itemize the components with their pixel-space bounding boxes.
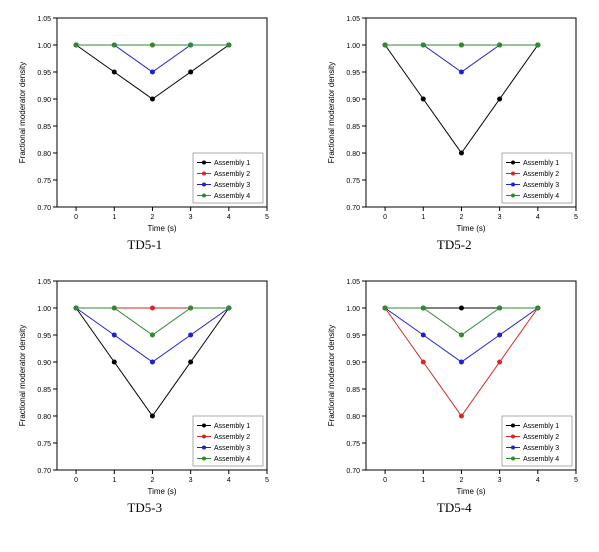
svg-text:1.05: 1.05 bbox=[347, 16, 361, 23]
svg-text:0.95: 0.95 bbox=[37, 70, 51, 77]
svg-text:0.85: 0.85 bbox=[37, 124, 51, 131]
svg-text:1.00: 1.00 bbox=[37, 43, 51, 50]
svg-text:Assembly 4: Assembly 4 bbox=[214, 193, 250, 200]
svg-text:0.90: 0.90 bbox=[37, 360, 51, 367]
svg-text:0.70: 0.70 bbox=[37, 205, 51, 212]
svg-text:0: 0 bbox=[74, 214, 78, 221]
svg-text:Fractional moderator density: Fractional moderator density bbox=[327, 325, 336, 426]
svg-text:0.90: 0.90 bbox=[37, 97, 51, 104]
caption-td5-4: TD5-4 bbox=[437, 500, 472, 516]
svg-text:Assembly 1: Assembly 1 bbox=[214, 423, 250, 430]
svg-text:3: 3 bbox=[188, 214, 192, 221]
svg-text:4: 4 bbox=[536, 214, 540, 221]
svg-text:5: 5 bbox=[265, 214, 269, 221]
panel-td5-4: 0 1 2 3 4 5 0.70 0.75 0.80 0.85 0.90 0.95 1.00 1.05 Ti… bbox=[320, 273, 590, 516]
svg-text:1.05: 1.05 bbox=[347, 279, 361, 286]
panel-td5-2: 0 1 2 3 4 5 0.70 0.75 0.80 0.85 0.90 0.95 1.00 1.05 Ti… bbox=[320, 10, 590, 253]
svg-text:0: 0 bbox=[383, 477, 387, 484]
svg-text:2: 2 bbox=[460, 214, 464, 221]
svg-text:1.05: 1.05 bbox=[37, 279, 51, 286]
svg-text:2: 2 bbox=[150, 214, 154, 221]
panel-td5-3: 0 1 2 3 4 5 0.70 0.75 0.80 0.85 0.90 0.95 1.00 1.05 Ti… bbox=[10, 273, 280, 516]
svg-text:5: 5 bbox=[574, 477, 578, 484]
svg-text:3: 3 bbox=[188, 477, 192, 484]
svg-text:0.85: 0.85 bbox=[347, 387, 361, 394]
svg-text:0.70: 0.70 bbox=[37, 468, 51, 475]
svg-text:Assembly 1: Assembly 1 bbox=[523, 160, 559, 167]
svg-text:0: 0 bbox=[383, 214, 387, 221]
svg-text:1.00: 1.00 bbox=[347, 306, 361, 313]
svg-text:Assembly 2: Assembly 2 bbox=[523, 434, 559, 441]
svg-text:5: 5 bbox=[574, 214, 578, 221]
svg-text:3: 3 bbox=[498, 214, 502, 221]
svg-text:1.00: 1.00 bbox=[37, 306, 51, 313]
svg-text:Assembly 4: Assembly 4 bbox=[214, 456, 250, 463]
svg-text:Assembly 1: Assembly 1 bbox=[214, 160, 250, 167]
svg-text:0.80: 0.80 bbox=[37, 414, 51, 421]
svg-text:0.75: 0.75 bbox=[347, 178, 361, 185]
svg-text:3: 3 bbox=[498, 477, 502, 484]
chart-td5-3: 0 1 2 3 4 5 0.70 0.75 0.80 0.85 0.90 0.95 1.00 1.05 Ti… bbox=[15, 273, 275, 498]
caption-td5-3: TD5-3 bbox=[127, 500, 162, 516]
svg-text:0.80: 0.80 bbox=[347, 414, 361, 421]
svg-text:Assembly 3: Assembly 3 bbox=[214, 182, 250, 189]
svg-text:Fractional moderator density: Fractional moderator density bbox=[327, 62, 336, 163]
svg-text:4: 4 bbox=[536, 477, 540, 484]
svg-text:Assembly 1: Assembly 1 bbox=[523, 423, 559, 430]
svg-text:0.75: 0.75 bbox=[37, 441, 51, 448]
chart-td5-1: 0 1 2 3 4 5 0.70 0.75 0.80 0.85 0.90 0.95 1.00 1.05 Ti… bbox=[15, 10, 275, 235]
svg-text:0.95: 0.95 bbox=[347, 70, 361, 77]
panel-td5-1: 0 1 2 3 4 5 0.70 0.75 0.80 0.85 0.90 0.95 1.00 1.05 Ti… bbox=[10, 10, 280, 253]
svg-text:1: 1 bbox=[112, 477, 116, 484]
svg-text:0: 0 bbox=[74, 477, 78, 484]
svg-text:5: 5 bbox=[265, 477, 269, 484]
caption-td5-1: TD5-1 bbox=[127, 237, 162, 253]
svg-text:0.90: 0.90 bbox=[347, 360, 361, 367]
svg-text:0.70: 0.70 bbox=[347, 205, 361, 212]
chart-td5-4: 0 1 2 3 4 5 0.70 0.75 0.80 0.85 0.90 0.95 1.00 1.05 Ti… bbox=[324, 273, 584, 498]
svg-text:0.75: 0.75 bbox=[347, 441, 361, 448]
svg-text:Assembly 4: Assembly 4 bbox=[523, 456, 559, 463]
svg-text:4: 4 bbox=[227, 477, 231, 484]
svg-text:Assembly 2: Assembly 2 bbox=[214, 171, 250, 178]
svg-text:Time (s): Time (s) bbox=[147, 487, 176, 496]
svg-text:Assembly 3: Assembly 3 bbox=[523, 182, 559, 189]
svg-text:Fractional moderator density: Fractional moderator density bbox=[18, 62, 27, 163]
svg-text:1: 1 bbox=[112, 214, 116, 221]
svg-text:1.05: 1.05 bbox=[37, 16, 51, 23]
chart-grid: 0 1 2 3 4 5 0.70 0.75 0.80 0.85 0.90 0.95 1.00 1.05 Ti… bbox=[10, 10, 589, 516]
svg-text:Time (s): Time (s) bbox=[457, 224, 486, 233]
svg-text:1: 1 bbox=[422, 214, 426, 221]
svg-text:Assembly 4: Assembly 4 bbox=[523, 193, 559, 200]
svg-text:1: 1 bbox=[422, 477, 426, 484]
svg-text:0.80: 0.80 bbox=[37, 151, 51, 158]
svg-text:Assembly 3: Assembly 3 bbox=[214, 445, 250, 452]
svg-text:0.85: 0.85 bbox=[37, 387, 51, 394]
svg-text:Time (s): Time (s) bbox=[147, 224, 176, 233]
svg-text:0.95: 0.95 bbox=[347, 333, 361, 340]
svg-text:0.70: 0.70 bbox=[347, 468, 361, 475]
svg-text:Assembly 2: Assembly 2 bbox=[523, 171, 559, 178]
svg-text:0.95: 0.95 bbox=[37, 333, 51, 340]
svg-text:2: 2 bbox=[460, 477, 464, 484]
svg-text:0.90: 0.90 bbox=[347, 97, 361, 104]
svg-text:Fractional moderator density: Fractional moderator density bbox=[18, 325, 27, 426]
svg-text:Assembly 3: Assembly 3 bbox=[523, 445, 559, 452]
svg-text:0.80: 0.80 bbox=[347, 151, 361, 158]
svg-text:0.75: 0.75 bbox=[37, 178, 51, 185]
svg-text:4: 4 bbox=[227, 214, 231, 221]
chart-td5-2: 0 1 2 3 4 5 0.70 0.75 0.80 0.85 0.90 0.95 1.00 1.05 Ti… bbox=[324, 10, 584, 235]
svg-text:2: 2 bbox=[150, 477, 154, 484]
svg-text:Assembly 2: Assembly 2 bbox=[214, 434, 250, 441]
svg-text:Time (s): Time (s) bbox=[457, 487, 486, 496]
svg-text:1.00: 1.00 bbox=[347, 43, 361, 50]
caption-td5-2: TD5-2 bbox=[437, 237, 472, 253]
svg-text:0.85: 0.85 bbox=[347, 124, 361, 131]
